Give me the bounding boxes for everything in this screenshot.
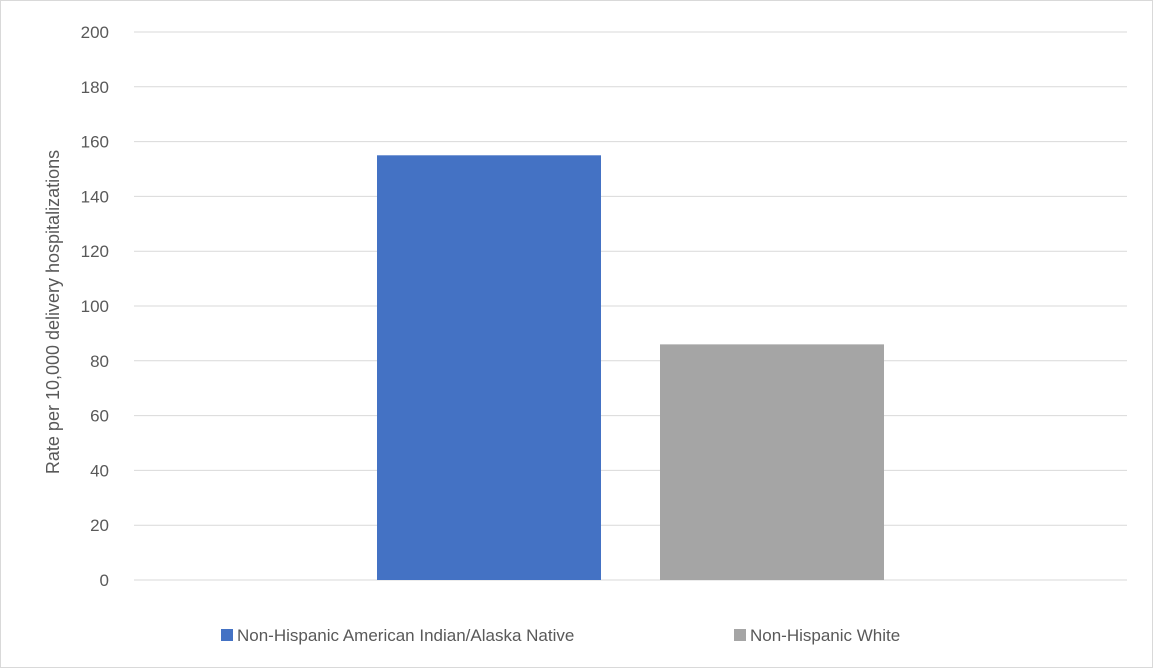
y-tick-label: 100: [81, 297, 109, 316]
y-axis-title: Rate per 10,000 delivery hospitalization…: [43, 150, 63, 474]
legend-swatch: [734, 629, 746, 641]
y-tick-label: 80: [90, 352, 109, 371]
y-axis-tick-labels: 0 20 40 60 80 100 120 140 160 180 200: [81, 23, 109, 590]
y-tick-label: 20: [90, 516, 109, 535]
y-tick-label: 0: [100, 571, 109, 590]
gridlines: [134, 31, 1127, 581]
y-tick-label: 140: [81, 187, 109, 206]
y-tick-label: 40: [90, 461, 109, 480]
legend: Non-Hispanic American Indian/Alaska Nati…: [221, 626, 900, 645]
y-tick-label: 120: [81, 242, 109, 261]
y-tick-label: 200: [81, 23, 109, 42]
bars: [377, 155, 884, 581]
y-tick-label: 180: [81, 78, 109, 97]
y-tick-label: 160: [81, 133, 109, 152]
y-tick-label: 60: [90, 407, 109, 426]
legend-label: Non-Hispanic White: [750, 626, 900, 645]
bar-white: [660, 344, 884, 580]
bar-american-indian-alaska-native: [377, 155, 601, 581]
legend-swatch: [221, 629, 233, 641]
legend-label: Non-Hispanic American Indian/Alaska Nati…: [237, 626, 574, 645]
